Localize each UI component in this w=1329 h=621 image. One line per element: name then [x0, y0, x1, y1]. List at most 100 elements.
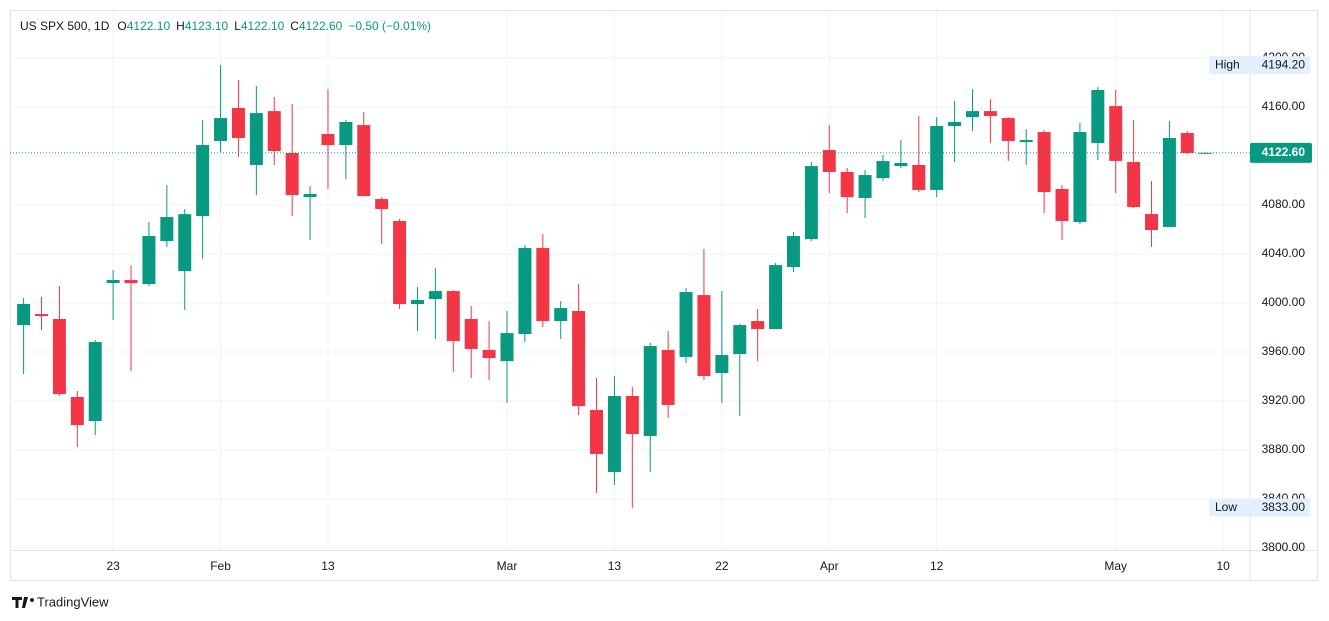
candle-body: [625, 396, 639, 434]
low-marker-name: Low: [1215, 500, 1237, 514]
candle-body: [679, 292, 693, 357]
candle-body: [1145, 214, 1159, 231]
ohlc-value: 4123.10: [185, 19, 229, 33]
y-tick-label: 4000.00: [1262, 295, 1306, 309]
candle-body: [357, 125, 371, 197]
candle-body: [965, 111, 979, 118]
watermark-text: TradingView: [37, 594, 109, 609]
high-marker-box: [1209, 56, 1310, 75]
y-tick-label: 3880.00: [1262, 442, 1306, 456]
candle-body: [822, 150, 836, 172]
candle-body: [643, 346, 657, 436]
ohlc-value: 4122.10: [127, 19, 171, 33]
candle-body: [1162, 138, 1176, 227]
ohlc-key: L: [234, 19, 241, 33]
candle-body: [35, 314, 49, 317]
candle-body: [1001, 118, 1015, 141]
x-tick-label: 22: [715, 559, 729, 573]
candle-body: [500, 333, 514, 362]
candle-body: [858, 175, 872, 199]
candle-body: [554, 308, 568, 322]
candle-body: [786, 236, 800, 268]
x-tick-label: 13: [321, 559, 335, 573]
x-tick-label: Apr: [820, 559, 839, 573]
candle-body: [267, 111, 281, 152]
candle-body: [106, 280, 120, 284]
candle-body: [518, 248, 532, 335]
candle-body: [983, 111, 997, 116]
candle-body: [876, 161, 890, 179]
x-tick-label: Mar: [497, 559, 518, 573]
legend-header: US SPX 500, 1D O4122.10 H4123.10 L4122.10 C4…: [20, 19, 431, 33]
candle-body: [303, 194, 317, 198]
last-price-label: 4122.60: [1262, 145, 1306, 159]
candle-body: [1019, 139, 1033, 143]
last-price-box: [1250, 142, 1312, 163]
y-tick-label: 4040.00: [1262, 246, 1306, 260]
candle-body: [1198, 152, 1212, 154]
candle-body: [482, 349, 496, 359]
candle-body: [572, 311, 586, 407]
candle-body: [751, 321, 765, 330]
candle-body: [178, 214, 192, 272]
candle-body: [1091, 90, 1105, 144]
candle-body: [214, 118, 228, 141]
y-tick-label: 4160.00: [1262, 99, 1306, 113]
candle-body: [339, 121, 353, 146]
candle-body: [948, 121, 962, 127]
candle-body: [804, 166, 818, 240]
y-tick-label: 3960.00: [1262, 344, 1306, 358]
chart-frame: [10, 10, 1318, 581]
candles: [10, 65, 1250, 508]
x-tick-label: 10: [1216, 559, 1230, 573]
candle-body: [249, 113, 263, 165]
logo: [12, 597, 34, 608]
change: −0.50 (−0.01%): [348, 19, 431, 33]
ohlc-key: C: [290, 19, 299, 33]
candle-body: [160, 217, 174, 242]
candle-body: [410, 299, 424, 305]
y-tick-label: 3920.00: [1262, 393, 1306, 407]
ohlc-value: 4122.10: [241, 19, 285, 33]
candle-body: [70, 396, 84, 426]
candle-body: [715, 354, 729, 373]
x-tick-label: 13: [608, 559, 622, 573]
ohlc-key: O: [117, 19, 126, 33]
candle-body: [607, 396, 621, 472]
candle-body: [1073, 132, 1087, 223]
candle-body: [661, 349, 675, 405]
candle-body: [231, 108, 245, 139]
low-marker-value: 3833.00: [1262, 500, 1306, 514]
candle-body: [52, 318, 66, 395]
candle-body: [1055, 188, 1069, 221]
watermark: TradingView: [12, 594, 109, 609]
candle-body: [285, 152, 299, 195]
candle-body: [733, 325, 747, 354]
candle-body: [464, 318, 478, 349]
x-tick-label: Feb: [210, 559, 231, 573]
x-tick-label: May: [1104, 559, 1127, 573]
candle-body: [17, 304, 31, 326]
high-marker-name: High: [1215, 57, 1240, 71]
candle-body: [124, 280, 138, 284]
candle-body: [393, 220, 407, 305]
y-tick-label: 3800.00: [1262, 540, 1306, 554]
candle-body: [1180, 133, 1194, 153]
candle-body: [446, 291, 460, 342]
labels: 3800.003840.003880.003920.003960.004000.…: [106, 50, 1312, 573]
candle-body: [375, 199, 389, 210]
candle-body: [142, 236, 156, 285]
ohlc-key: H: [176, 19, 185, 33]
candle-body: [590, 409, 604, 454]
x-tick-label: 23: [106, 559, 120, 573]
ohlc-value: 4122.60: [299, 19, 343, 33]
candle-body: [1109, 106, 1123, 161]
candle-body: [769, 265, 783, 330]
candle-body: [840, 171, 854, 198]
candle-body: [1127, 162, 1141, 207]
low-marker-box: [1209, 498, 1310, 517]
candle-body: [321, 133, 335, 146]
high-marker-value: 4194.20: [1262, 57, 1306, 71]
symbol: US SPX 500, 1D: [20, 19, 110, 33]
